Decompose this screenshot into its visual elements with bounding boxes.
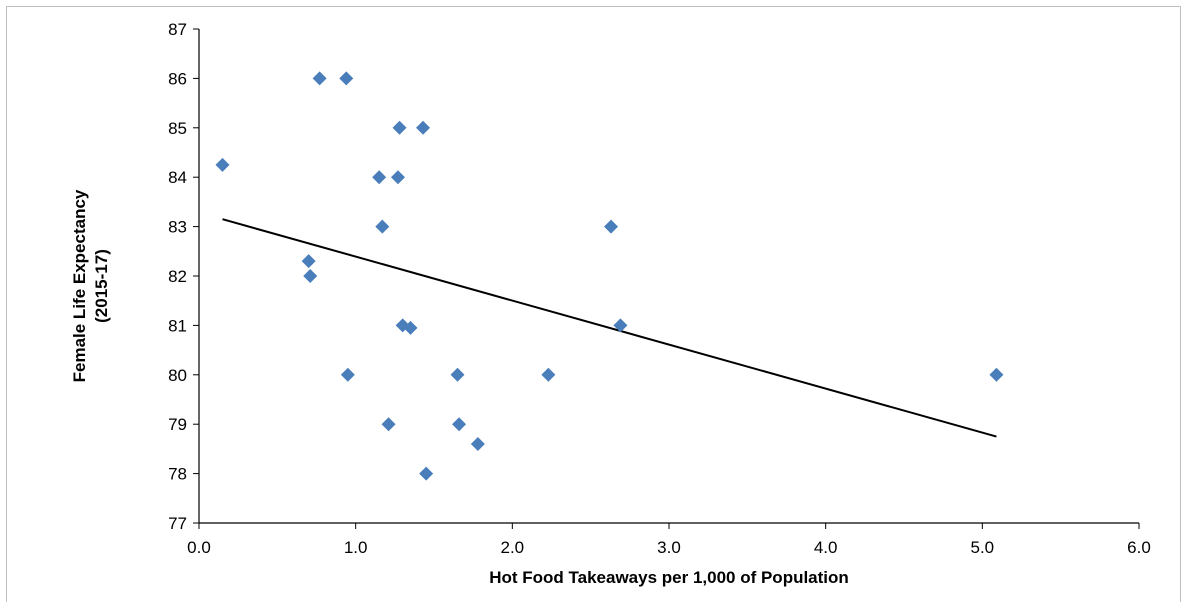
y-tick-label: 81 <box>168 316 187 335</box>
y-axis-title-line-1: Female Life Expectancy <box>70 189 89 382</box>
x-tick-label: 0.0 <box>187 538 211 557</box>
data-point <box>312 71 327 86</box>
axes <box>198 29 1139 524</box>
data-point <box>416 120 431 135</box>
data-point <box>470 436 485 451</box>
data-point <box>541 367 556 382</box>
trendline <box>222 218 997 438</box>
data-point <box>215 157 230 172</box>
data-point <box>339 71 354 86</box>
data-point <box>392 120 407 135</box>
y-tick-label: 83 <box>168 218 187 237</box>
data-point <box>613 318 628 333</box>
y-tick-label: 85 <box>168 119 187 138</box>
data-point <box>419 466 434 481</box>
y-tick-label: 78 <box>168 465 187 484</box>
x-tick-label: 2.0 <box>501 538 525 557</box>
data-point <box>340 367 355 382</box>
y-tick-label: 79 <box>168 415 187 434</box>
x-axis-title: Hot Food Takeaways per 1,000 of Populati… <box>489 568 849 587</box>
data-point <box>604 219 619 234</box>
data-point <box>375 219 390 234</box>
y-tick-label: 87 <box>168 20 187 39</box>
data-point <box>452 417 467 432</box>
y-tick-label: 80 <box>168 366 187 385</box>
x-tick-label: 3.0 <box>657 538 681 557</box>
y-tick-label: 82 <box>168 267 187 286</box>
y-tick-label: 86 <box>168 69 187 88</box>
data-point <box>403 320 418 335</box>
data-point <box>390 170 405 185</box>
data-point <box>372 170 387 185</box>
y-tick-label: 77 <box>168 514 187 533</box>
x-tick-label: 1.0 <box>344 538 368 557</box>
y-tick-label: 84 <box>168 168 187 187</box>
data-point <box>301 254 316 269</box>
y-axis-title-line-2: (2015-17) <box>92 249 111 323</box>
x-axis-ticks: 0.0 1.0 2.0 3.0 4.0 5.0 6.0 <box>187 523 1151 557</box>
x-tick-label: 4.0 <box>814 538 838 557</box>
x-tick-label: 6.0 <box>1127 538 1151 557</box>
x-tick-label: 5.0 <box>971 538 995 557</box>
y-axis-ticks: 77 78 79 80 81 82 83 84 85 86 87 <box>168 20 199 533</box>
trendline-layer <box>222 218 997 438</box>
data-point <box>989 367 1004 382</box>
data-point <box>381 417 396 432</box>
chart-frame <box>6 6 1181 602</box>
data-point <box>450 367 465 382</box>
data-points <box>215 71 1004 481</box>
data-point <box>303 269 318 283</box>
